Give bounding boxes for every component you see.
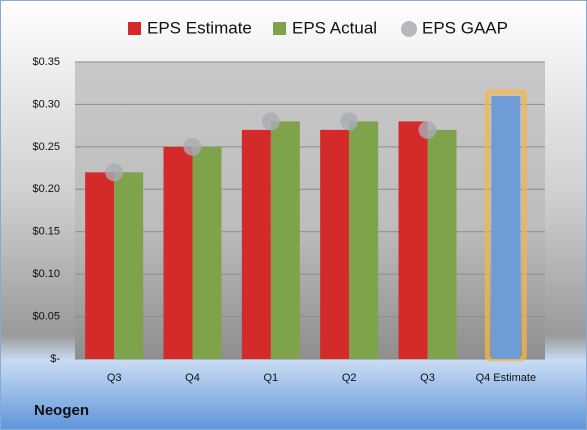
x-tick-label: Q3 xyxy=(420,372,435,384)
company-name: Neogen xyxy=(34,402,89,419)
x-tick-label: Q4 xyxy=(185,372,200,384)
y-tick-label: $0.10 xyxy=(32,268,60,280)
bar xyxy=(85,172,115,359)
bar xyxy=(270,121,300,360)
y-tick-label: $0.35 xyxy=(32,56,60,68)
legend-swatch xyxy=(401,21,417,37)
bar xyxy=(491,95,521,359)
y-tick-label: $0.30 xyxy=(32,98,60,110)
legend-label: EPS GAAP xyxy=(422,18,508,37)
x-tick-label: Q1 xyxy=(263,372,278,384)
gaap-dot xyxy=(183,137,202,156)
legend-swatch xyxy=(128,22,141,35)
bar xyxy=(320,129,350,359)
legend-swatch xyxy=(273,22,286,35)
gaap-dot xyxy=(418,120,437,139)
bar xyxy=(427,129,457,359)
y-tick-label: $0.20 xyxy=(32,183,60,195)
legend-label: EPS Actual xyxy=(292,18,377,37)
y-tick-label: $0.25 xyxy=(32,141,60,153)
x-tick-label: Q3 xyxy=(107,372,122,384)
legend-label: EPS Estimate xyxy=(147,18,252,37)
bar xyxy=(192,146,222,359)
x-tick-label: Q2 xyxy=(342,372,357,384)
bar xyxy=(398,121,428,360)
y-tick-label: $0.05 xyxy=(32,310,60,322)
bar xyxy=(114,172,144,359)
x-tick-label: Q4 Estimate xyxy=(476,372,537,384)
y-tick-label: $0.15 xyxy=(32,226,60,238)
y-tick-label: $- xyxy=(50,353,60,365)
bar xyxy=(163,146,193,359)
gaap-dot xyxy=(105,163,124,182)
gaap-dot xyxy=(340,112,359,131)
plot-area xyxy=(75,62,545,359)
gaap-dot xyxy=(261,112,280,131)
bar xyxy=(349,121,379,360)
bar xyxy=(241,129,271,359)
